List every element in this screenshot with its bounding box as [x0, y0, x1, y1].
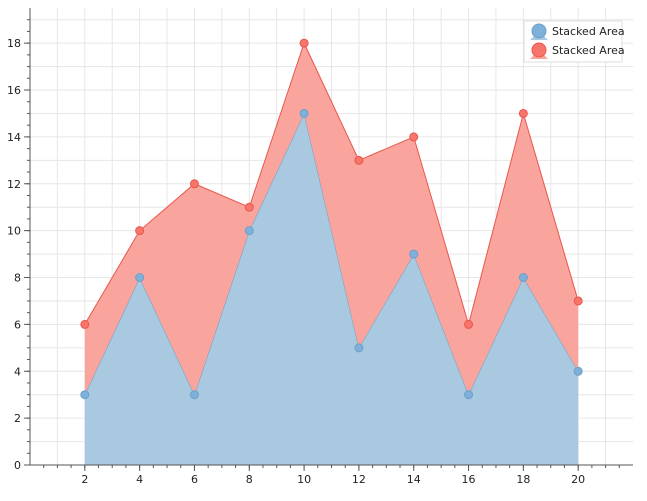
- area-series-1: [84, 113, 579, 465]
- x-tick-label: 4: [136, 473, 143, 486]
- markers: [80, 38, 583, 400]
- x-tick-label: 12: [352, 473, 366, 486]
- y-tick-label: 0: [14, 459, 21, 472]
- y-tick-label: 14: [7, 131, 21, 144]
- data-point-series-1: [573, 366, 583, 376]
- data-point-series-2: [80, 319, 90, 329]
- x-tick-label: 18: [516, 473, 530, 486]
- x-tick-label: 16: [462, 473, 476, 486]
- legend-label: Stacked Area: [552, 25, 625, 38]
- y-tick-label: 6: [14, 318, 21, 331]
- data-point-series-1: [409, 249, 419, 259]
- data-point-series-2: [409, 132, 419, 142]
- data-point-series-2: [354, 155, 364, 165]
- axes: 0 2 4 6 8 10 12 14 16 18 2 4 6 8 10 12 14 16 18 20: [7, 8, 633, 486]
- legend-label: Stacked Area: [552, 44, 625, 57]
- data-point-series-1: [135, 273, 145, 283]
- x-tick-label: 8: [246, 473, 253, 486]
- data-point-series-2: [189, 179, 199, 189]
- data-point-series-1: [354, 343, 364, 353]
- x-tick-label: 10: [297, 473, 311, 486]
- x-tick-label: 2: [81, 473, 88, 486]
- y-tick-label: 18: [7, 37, 21, 50]
- areas: [84, 41, 579, 465]
- x-tick-label: 6: [191, 473, 198, 486]
- x-tick-label: 14: [407, 473, 421, 486]
- data-point-series-1: [518, 273, 528, 283]
- legend-item: Stacked Area: [530, 42, 625, 59]
- y-tick-label: 4: [14, 365, 21, 378]
- data-point-series-2: [518, 108, 528, 118]
- data-point-series-2: [244, 202, 254, 212]
- line-series-2: [84, 41, 579, 327]
- data-point-series-2: [573, 296, 583, 306]
- data-point-series-1: [80, 390, 90, 400]
- data-point-series-1: [189, 390, 199, 400]
- legend-marker: [531, 42, 547, 58]
- area-series-2: [84, 43, 579, 395]
- data-point-series-2: [135, 226, 145, 236]
- y-tick-label: 10: [7, 225, 21, 238]
- data-point-series-1: [464, 390, 474, 400]
- legend: Stacked Area Stacked Area: [523, 20, 625, 63]
- y-tick-label: 2: [14, 412, 21, 425]
- data-point-series-2: [299, 38, 309, 48]
- legend-item: Stacked Area: [530, 23, 625, 40]
- x-tick-label: 20: [571, 473, 585, 486]
- data-point-series-1: [299, 108, 309, 118]
- y-tick-label: 8: [14, 272, 21, 285]
- data-point-series-1: [244, 226, 254, 236]
- data-point-series-2: [464, 319, 474, 329]
- legend-marker: [531, 23, 547, 39]
- y-tick-label: 12: [7, 178, 21, 191]
- y-tick-label: 16: [7, 84, 21, 97]
